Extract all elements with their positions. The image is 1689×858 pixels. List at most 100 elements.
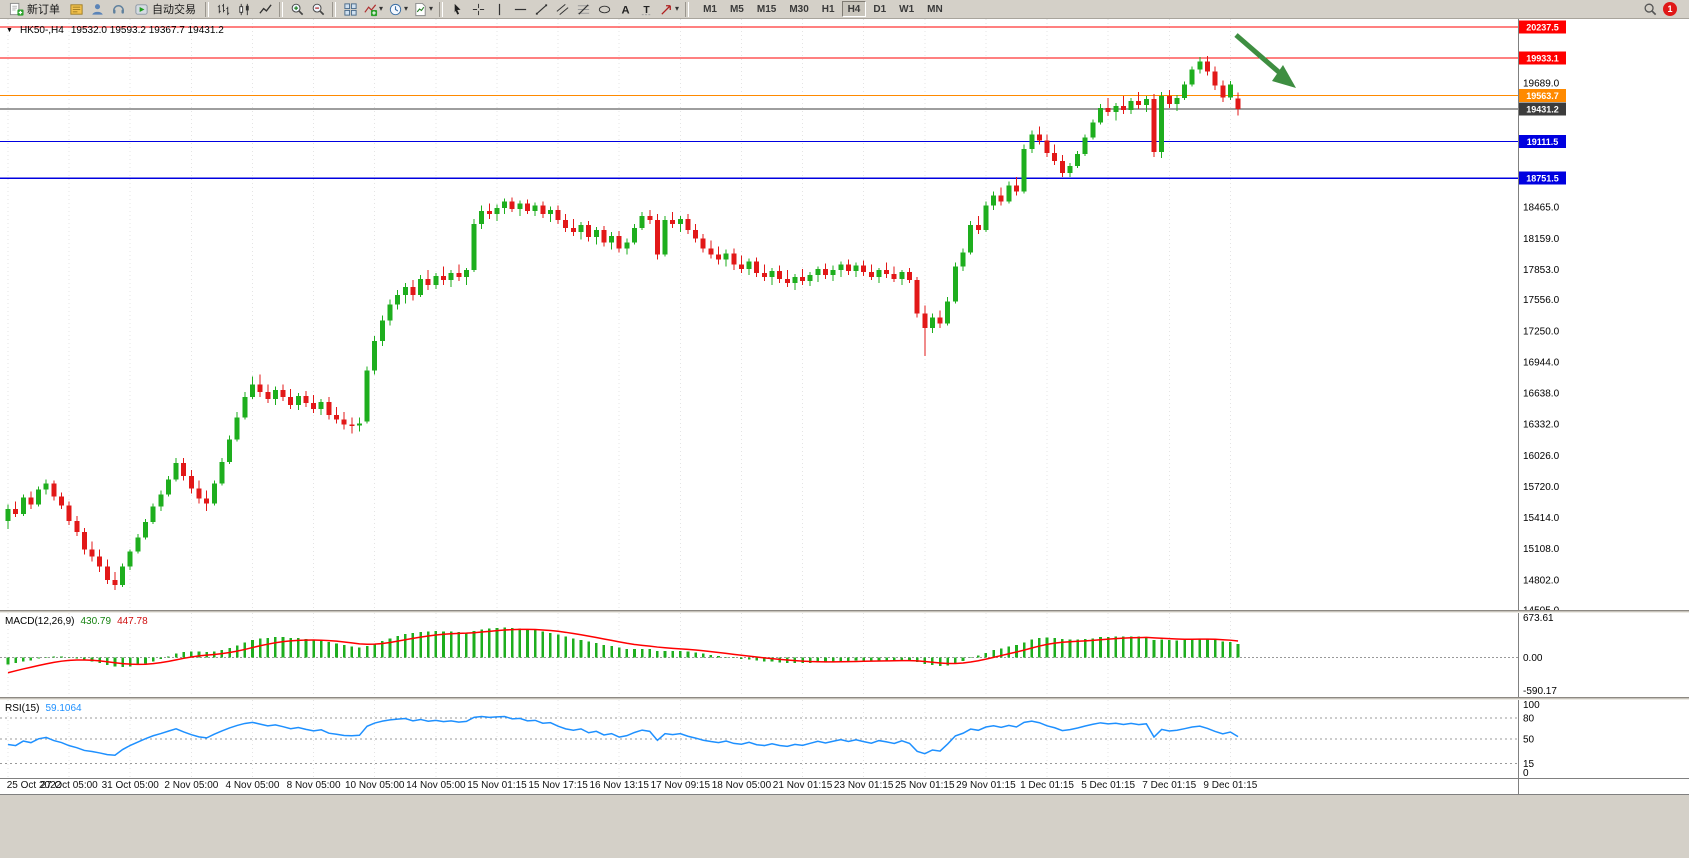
fibonacci-button[interactable] bbox=[573, 1, 593, 18]
text-button[interactable]: A bbox=[615, 1, 635, 18]
cursor-button[interactable] bbox=[447, 1, 467, 18]
annotation-arrow bbox=[1234, 33, 1296, 88]
timeframe-button-w1[interactable]: W1 bbox=[893, 1, 920, 17]
svg-text:15414.0: 15414.0 bbox=[1523, 513, 1560, 524]
time-axis-label: 25 Nov 01:15 bbox=[895, 780, 955, 791]
rsi-pane[interactable]: 100 80 50 15 0 RSI(15) 59.1064 bbox=[0, 700, 1689, 779]
search-icon bbox=[1643, 2, 1658, 17]
channel-button[interactable] bbox=[552, 1, 572, 18]
timeframe-button-h4[interactable]: H4 bbox=[841, 1, 867, 17]
headset-icon bbox=[111, 2, 126, 17]
svg-text:16638.0: 16638.0 bbox=[1523, 389, 1560, 400]
timeframe-button-m1[interactable]: M1 bbox=[697, 1, 723, 17]
crosshair-icon bbox=[471, 2, 486, 17]
svg-text:14505.0: 14505.0 bbox=[1523, 605, 1560, 610]
svg-text:18159.0: 18159.0 bbox=[1523, 234, 1560, 245]
rsi-canvas[interactable]: 100 80 50 150 bbox=[0, 700, 1689, 779]
svg-text:14802.0: 14802.0 bbox=[1523, 575, 1560, 586]
vertical-gridlines bbox=[7, 700, 1231, 778]
indicators-button[interactable]: ▾ bbox=[361, 1, 385, 18]
macd-canvas[interactable]: 673.61 0.00 -590.17 bbox=[0, 613, 1689, 697]
pane-splitter[interactable] bbox=[0, 610, 1689, 613]
horizontal-line-icon bbox=[513, 2, 528, 17]
indicators-icon bbox=[363, 2, 378, 17]
macd-label: MACD(12,26,9) 430.79 447.78 bbox=[5, 616, 148, 627]
zoom-out-button[interactable] bbox=[308, 1, 328, 18]
text-label-button[interactable]: T bbox=[636, 1, 656, 18]
candles bbox=[5, 56, 1241, 591]
svg-text:18751.5: 18751.5 bbox=[1526, 174, 1559, 184]
chart-symbol-period: HK50-,H4 bbox=[19, 25, 64, 36]
trendline-button[interactable] bbox=[531, 1, 551, 18]
svg-text:100: 100 bbox=[1523, 700, 1540, 711]
rsi-line bbox=[7, 715, 1239, 757]
rsi-axis-labels: 100 80 50 150 bbox=[1523, 700, 1540, 779]
periods-button[interactable]: ▾ bbox=[386, 1, 410, 18]
rsi-label: RSI(15) 59.1064 bbox=[5, 703, 82, 714]
toolbar-separator bbox=[332, 1, 336, 17]
time-axis-label: 18 Nov 05:00 bbox=[711, 780, 772, 791]
main-chart-canvas[interactable]: 19689.0 18465.0 18159.0 17853.0 17556.0 17250… bbox=[0, 19, 1689, 616]
horizontal-line-button[interactable] bbox=[510, 1, 530, 18]
candlestick-chart-button[interactable] bbox=[234, 1, 254, 18]
new-order-icon bbox=[9, 2, 24, 17]
timeframe-button-h1[interactable]: H1 bbox=[816, 1, 841, 17]
arrows-button[interactable]: ▾ bbox=[657, 1, 681, 18]
crosshair-button[interactable] bbox=[468, 1, 488, 18]
svg-text:50: 50 bbox=[1523, 735, 1535, 746]
trendline-icon bbox=[534, 2, 549, 17]
time-axis-label: 2 Nov 05:00 bbox=[164, 780, 219, 791]
chevron-down-icon: ▾ bbox=[675, 4, 680, 13]
time-axis-label: 29 Nov 01:15 bbox=[956, 780, 1016, 791]
svg-text:17250.0: 17250.0 bbox=[1523, 326, 1560, 337]
new-order-button[interactable]: 新订单 bbox=[4, 1, 65, 18]
time-axis-label: 10 Nov 05:00 bbox=[344, 780, 405, 791]
timeframe-button-m30[interactable]: M30 bbox=[783, 1, 814, 17]
auto-trading-label: 自动交易 bbox=[152, 4, 196, 16]
time-axis-label: 25 Oct 2022 bbox=[6, 780, 62, 791]
timeframe-button-mn[interactable]: MN bbox=[921, 1, 949, 17]
candlestick-chart-icon bbox=[237, 2, 252, 17]
vertical-gridlines bbox=[7, 19, 1231, 610]
svg-text:-590.17: -590.17 bbox=[1523, 686, 1557, 697]
svg-text:15: 15 bbox=[1523, 759, 1535, 770]
price-axis-labels: 19689.0 18465.0 18159.0 17853.0 17556.0 17250… bbox=[1523, 78, 1560, 616]
svg-text:80: 80 bbox=[1523, 714, 1535, 725]
fibonacci-icon bbox=[576, 2, 591, 17]
timeframe-button-m15[interactable]: M15 bbox=[751, 1, 782, 17]
vertical-line-button[interactable] bbox=[489, 1, 509, 18]
macd-pane[interactable]: 673.61 0.00 -590.17 MACD(12,26,9) 430.79 4… bbox=[0, 613, 1689, 697]
search-button[interactable] bbox=[1640, 1, 1660, 18]
chart-ohlc-values: 19532.0 19593.2 19367.7 19431.2 bbox=[70, 25, 224, 36]
text-t-icon: T bbox=[639, 2, 654, 17]
ellipse-icon bbox=[597, 2, 612, 17]
templates-button[interactable]: ▾ bbox=[411, 1, 435, 18]
ellipse-button[interactable] bbox=[594, 1, 614, 18]
rsi-value: 59.1064 bbox=[45, 703, 82, 714]
svg-text:19563.7: 19563.7 bbox=[1526, 91, 1559, 101]
vertical-line-icon bbox=[492, 2, 507, 17]
profile-button[interactable] bbox=[87, 1, 107, 18]
notification-badge[interactable]: 1 bbox=[1663, 2, 1677, 16]
main-chart-pane[interactable]: 19689.0 18465.0 18159.0 17853.0 17556.0 17250… bbox=[0, 19, 1689, 616]
zoom-in-button[interactable] bbox=[287, 1, 307, 18]
svg-text:15108.0: 15108.0 bbox=[1523, 544, 1560, 555]
pane-splitter[interactable] bbox=[0, 697, 1689, 700]
cursor-icon bbox=[450, 2, 465, 17]
bar-chart-button[interactable] bbox=[213, 1, 233, 18]
svg-text:20237.5: 20237.5 bbox=[1526, 22, 1559, 32]
svg-text:17556.0: 17556.0 bbox=[1523, 295, 1560, 306]
tile-windows-button[interactable] bbox=[340, 1, 360, 18]
auto-trading-button[interactable]: 自动交易 bbox=[129, 1, 201, 18]
timeframe-button-m5[interactable]: M5 bbox=[724, 1, 750, 17]
journal-button[interactable] bbox=[66, 1, 86, 18]
timeframe-button-d1[interactable]: D1 bbox=[867, 1, 892, 17]
support-button[interactable] bbox=[108, 1, 128, 18]
zoom-in-icon bbox=[290, 2, 305, 17]
chart-title: ▼ HK50-,H4 19532.0 19593.2 19367.7 19431… bbox=[6, 25, 224, 36]
timeframe-group: M1 M5 M15 M30 H1 H4 D1 W1 MN bbox=[697, 1, 949, 17]
chevron-down-icon: ▾ bbox=[379, 4, 384, 13]
line-chart-button[interactable] bbox=[255, 1, 275, 18]
arrow-object-icon bbox=[659, 2, 674, 17]
